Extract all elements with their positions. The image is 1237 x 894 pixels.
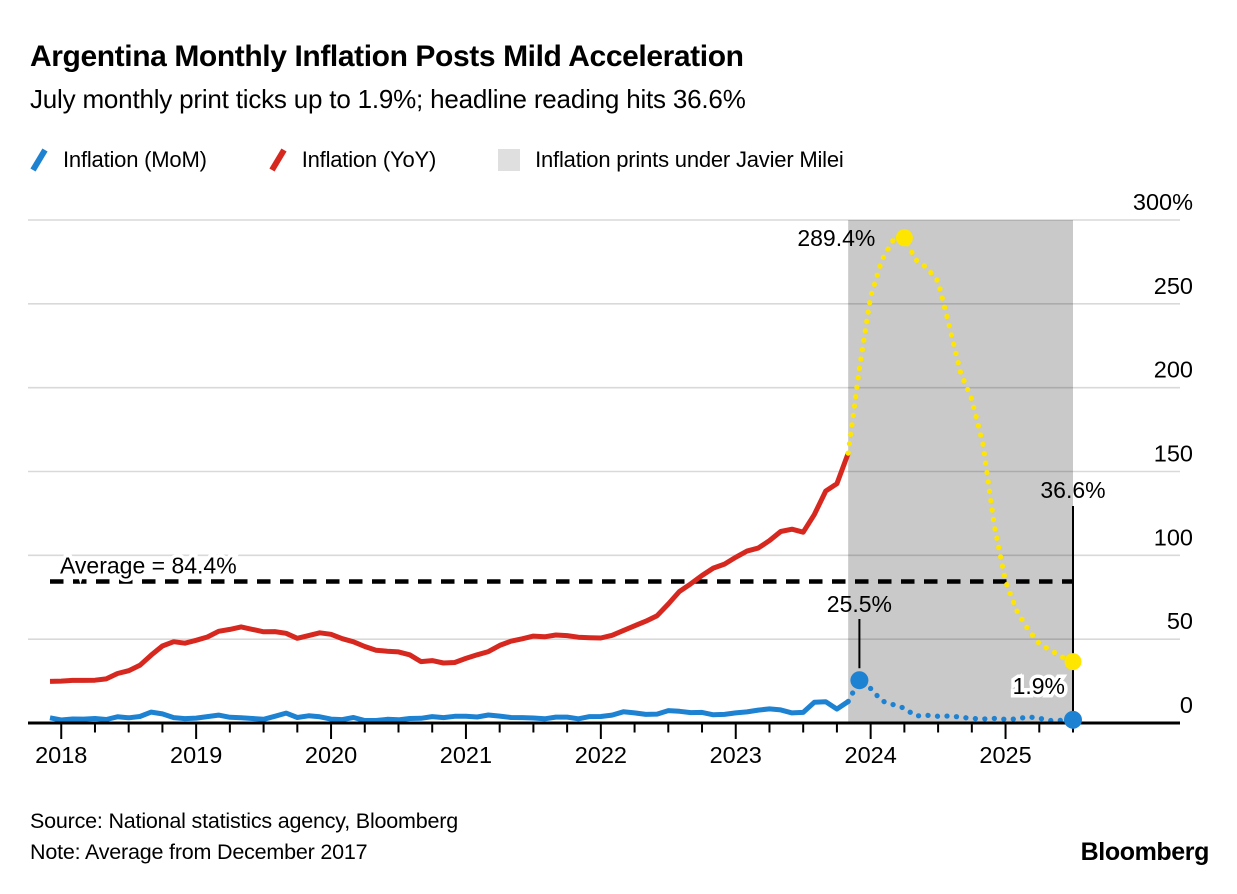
y-tick-label: 150 xyxy=(1154,441,1193,467)
y-tick-label: 0 xyxy=(1180,692,1193,718)
mom-line-solid xyxy=(49,699,850,723)
bloomberg-logo: Bloomberg xyxy=(1080,838,1210,866)
annotation-36.6%: 36.6% xyxy=(1040,477,1105,503)
chart-title: Argentina Monthly Inflation Posts Mild A… xyxy=(30,40,744,73)
y-tick-label: 200 xyxy=(1154,357,1193,383)
annotation-1.9%: 1.9% xyxy=(1013,673,1065,699)
x-tick-label: 2024 xyxy=(845,742,897,768)
legend-label-mom: Inflation (MoM) xyxy=(63,147,207,172)
inflation-chart: Average = 84.4% 289.4% 25.5% 36.6% 1.9% 2018 2… xyxy=(28,189,1193,768)
x-tick-label: 2025 xyxy=(979,742,1031,768)
milei-region xyxy=(848,220,1073,723)
y-tick-label: 50 xyxy=(1167,608,1193,634)
footer: Source: National statistics agency, Bloo… xyxy=(30,806,458,868)
x-tick-label: 2020 xyxy=(305,742,357,768)
data-point-dot xyxy=(895,229,913,247)
legend-label-yoy: Inflation (YoY) xyxy=(301,147,437,172)
y-tick-label: 250 xyxy=(1154,273,1193,299)
legend-item-mom: Inflation (MoM) xyxy=(30,147,207,173)
x-tick-label: 2019 xyxy=(170,742,222,768)
legend-label-milei-region: Inflation prints under Javier Milei xyxy=(535,147,844,172)
x-tick-label: 2018 xyxy=(35,742,87,768)
annotation-289.4%: 289.4% xyxy=(797,225,875,251)
legend: Inflation (MoM) Inflation (YoY) Inflatio… xyxy=(30,147,844,173)
yoy-line-swatch xyxy=(269,148,287,172)
y-tick-label: 100 xyxy=(1154,524,1193,550)
x-tick-label: 2021 xyxy=(440,742,492,768)
chart-subtitle: July monthly print ticks up to 1.9%; hea… xyxy=(30,84,746,114)
mom-line-swatch xyxy=(30,148,48,172)
average-note: Note: Average from December 2017 xyxy=(30,840,368,864)
milei-region-swatch xyxy=(498,149,521,171)
x-tick-label: 2023 xyxy=(710,742,762,768)
source-note: Source: National statistics agency, Bloo… xyxy=(30,809,458,833)
x-tick-label: 2022 xyxy=(575,742,627,768)
data-point-dot xyxy=(1064,653,1082,671)
average-label: Average = 84.4% xyxy=(60,552,237,578)
data-point-dot xyxy=(1064,710,1082,729)
yoy-line-solid xyxy=(49,452,851,684)
annotation-25.5%: 25.5% xyxy=(827,591,892,617)
mom-line-dotted xyxy=(845,676,1076,724)
legend-item-milei-region: Inflation prints under Javier Milei xyxy=(498,147,844,173)
data-point-dot xyxy=(850,671,869,690)
y-tick-label: 300% xyxy=(1133,189,1193,215)
yoy-line-dotted xyxy=(845,234,1076,665)
legend-item-yoy: Inflation (YoY) xyxy=(269,147,436,173)
